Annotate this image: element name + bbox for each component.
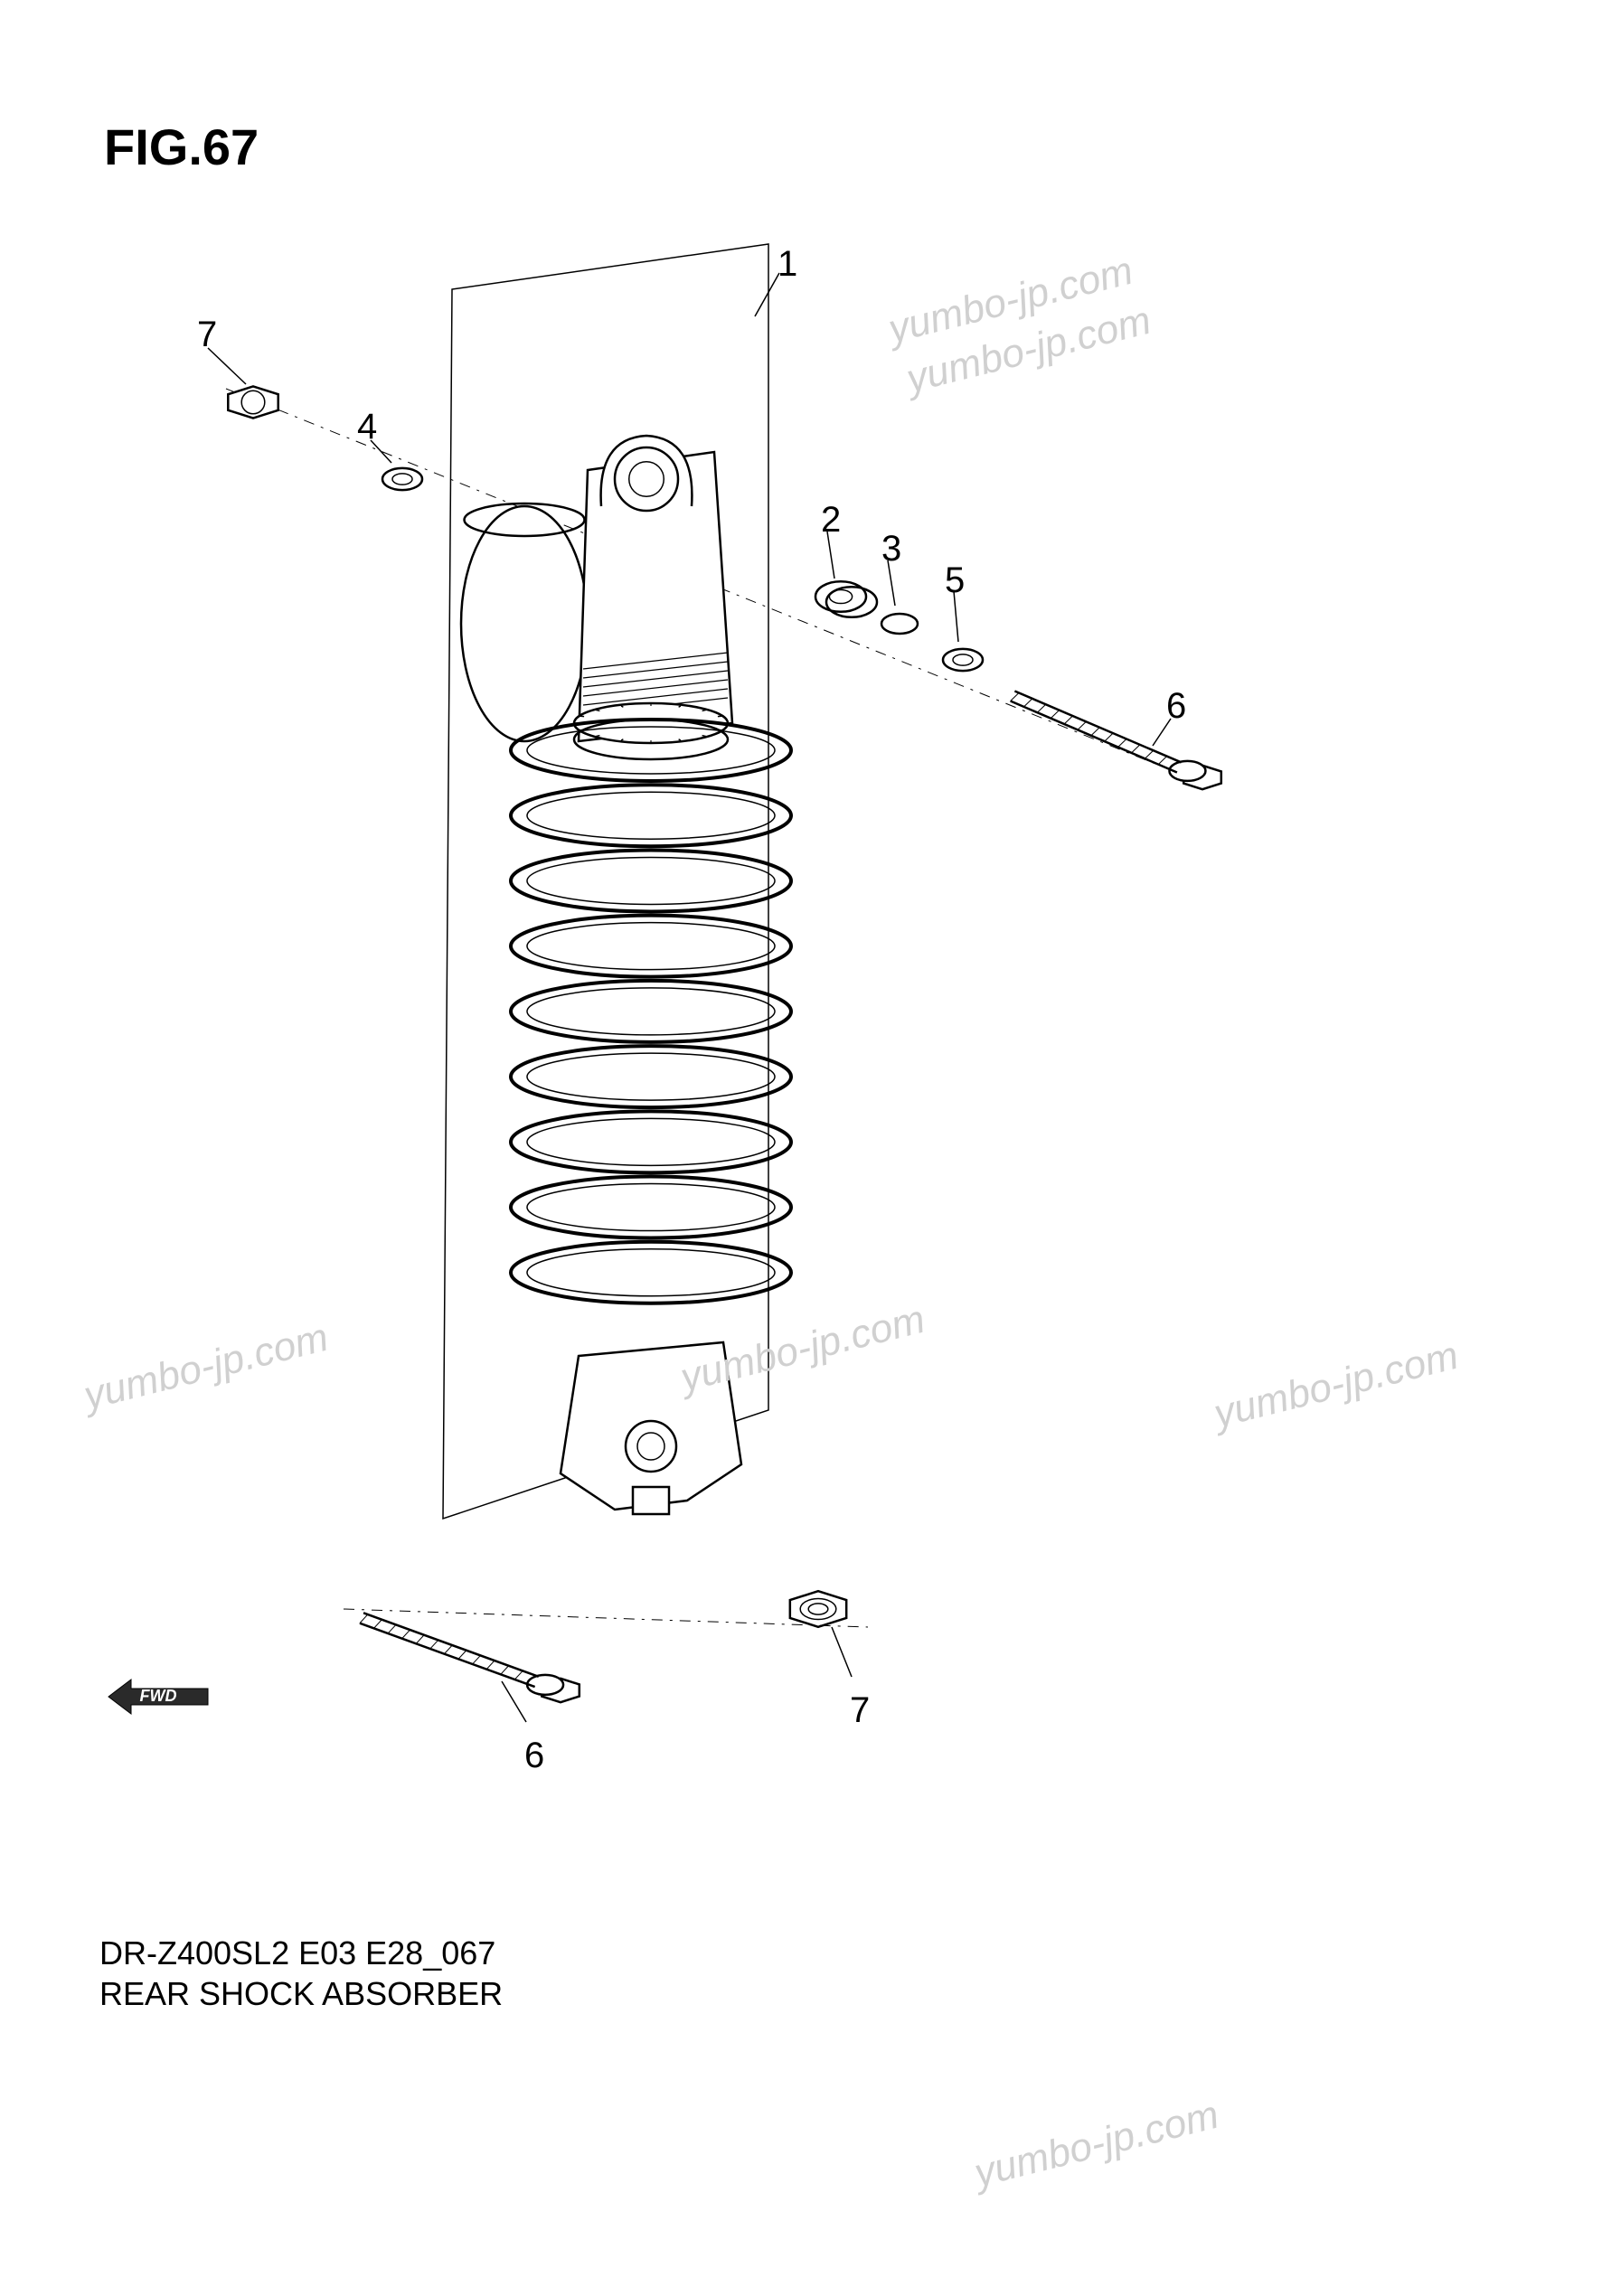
callout-2: 2 <box>821 500 841 541</box>
callout-5: 5 <box>945 560 965 601</box>
part-code-label: DR-Z400SL2 E03 E28_067 <box>99 1934 495 1972</box>
callout-6: 6 <box>1166 686 1186 727</box>
callout-7: 7 <box>850 1690 870 1731</box>
callout-3: 3 <box>881 529 901 569</box>
callout-6: 6 <box>524 1736 544 1776</box>
svg-text:FWD: FWD <box>140 1687 177 1705</box>
callout-7: 7 <box>197 315 217 355</box>
callout-4: 4 <box>357 407 377 447</box>
callout-1: 1 <box>778 244 797 285</box>
fwd-badge-icon: FWD <box>104 1672 212 1722</box>
part-name-label: REAR SHOCK ABSORBER <box>99 1975 503 2013</box>
